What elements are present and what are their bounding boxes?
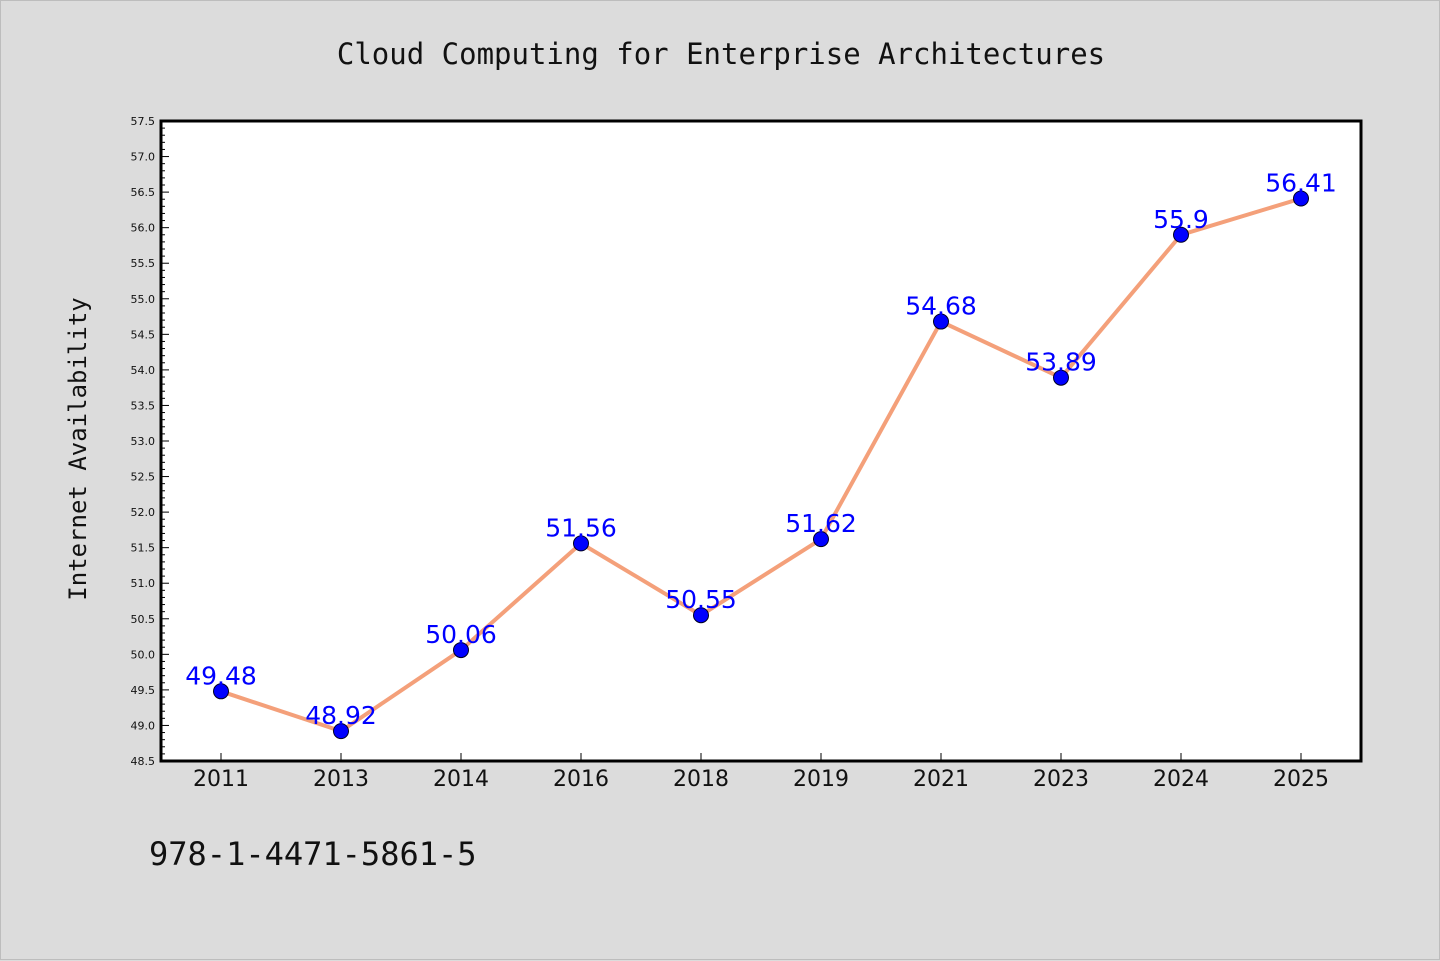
x-tick-label: 2014: [433, 767, 489, 792]
data-label: 50.55: [665, 585, 737, 614]
data-label: 48.92: [305, 701, 377, 730]
y-tick-label: 53.0: [131, 435, 156, 448]
data-label: 49.48: [185, 661, 257, 690]
x-tick-label: 2021: [913, 767, 969, 792]
data-point: [1173, 226, 1189, 243]
data-label: 53.89: [1025, 348, 1097, 377]
y-tick-label: 50.0: [131, 648, 156, 661]
data-label: 51.56: [545, 513, 617, 542]
y-tick-label: 55.5: [131, 257, 156, 270]
plot-frame: [159, 119, 1363, 763]
y-tick-label: 54.5: [131, 328, 156, 341]
x-tick-label: 2025: [1273, 767, 1329, 792]
y-tick-label: 48.5: [131, 755, 156, 768]
x-tick-label: 2016: [553, 767, 609, 792]
data-point: [213, 683, 229, 700]
data-point: [693, 607, 709, 624]
y-tick-label: 49.5: [131, 684, 156, 697]
data-point: [453, 642, 469, 659]
y-tick-label: 56.5: [131, 186, 156, 199]
data-point: [333, 723, 349, 740]
y-tick-label: 53.5: [131, 399, 156, 412]
y-tick-label: 56.0: [131, 222, 156, 235]
chart-title: Cloud Computing for Enterprise Architect…: [337, 37, 1105, 71]
y-tick-label: 55.0: [131, 293, 156, 306]
x-tick-label: 2018: [673, 767, 729, 792]
y-tick-label: 51.0: [131, 577, 156, 590]
y-axis: 48.5 49.0 49.5 50.0 50.5 51.0 51.5 52.0 52.5 53.0…: [131, 115, 169, 768]
data-label: 54.68: [905, 292, 977, 321]
data-point: [813, 531, 829, 548]
y-tick-label: 54.0: [131, 364, 156, 377]
y-axis-label: Internet Availability: [64, 297, 92, 600]
x-tick-label: 2013: [313, 767, 369, 792]
series-layer: 49.48 48.92 50.06 51.56 50.55 51.62 54.68 53.89…: [185, 169, 1337, 740]
series-line: [219, 196, 1303, 734]
data-point: [933, 313, 949, 330]
data-label: 51.62: [785, 509, 857, 538]
y-tick-label: 50.5: [131, 613, 156, 626]
x-tick-label: 2024: [1153, 767, 1209, 792]
data-point: [1053, 369, 1069, 386]
x-tick-label: 2019: [793, 767, 849, 792]
data-label: 56.41: [1265, 169, 1337, 198]
data-label: 50.06: [425, 620, 497, 649]
y-tick-label: 57.5: [131, 115, 156, 128]
data-label: 55.9: [1153, 205, 1209, 234]
x-tick-label: 2023: [1033, 767, 1089, 792]
y-tick-label: 52.5: [131, 471, 156, 484]
x-tick-label: 2011: [193, 767, 249, 792]
y-tick-label: 57.0: [131, 151, 156, 164]
y-tick-label: 49.0: [131, 719, 156, 732]
y-tick-label: 51.5: [131, 542, 156, 555]
isbn-annotation: 978-1-4471-5861-5: [149, 835, 477, 873]
plot-area: [161, 121, 1361, 761]
data-point: [1293, 190, 1309, 207]
data-point: [573, 535, 589, 552]
y-tick-label: 52.0: [131, 506, 156, 519]
